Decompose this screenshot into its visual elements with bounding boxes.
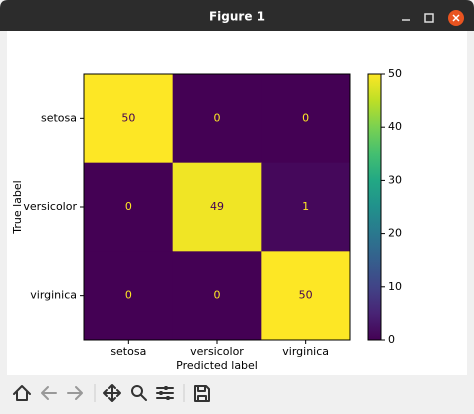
zoom-button[interactable]	[131, 385, 147, 401]
maximize-button[interactable]	[424, 13, 434, 23]
home-button[interactable]	[13, 385, 31, 401]
cell-label: 50	[121, 111, 135, 124]
cell	[172, 74, 262, 164]
save-button[interactable]	[194, 385, 210, 402]
forward-button[interactable]	[67, 386, 83, 400]
y-tick-label: virginica	[30, 289, 77, 302]
cell	[84, 162, 174, 252]
colorbar	[367, 73, 382, 341]
x-tick-label: versicolor	[190, 345, 244, 358]
cell-label: 50	[299, 289, 313, 302]
x-axis-label: Predicted label	[176, 359, 258, 372]
back-button[interactable]	[41, 386, 57, 400]
cell	[172, 162, 262, 252]
cell	[261, 251, 351, 341]
cell-label: 0	[302, 111, 309, 124]
cell	[261, 162, 351, 252]
configure-button[interactable]	[156, 386, 174, 400]
colorbar-tick-label: 50	[388, 67, 402, 80]
cell-label: 0	[125, 200, 132, 213]
colorbar-tick-label: 10	[388, 280, 402, 293]
title-bar	[0, 0, 474, 31]
cell	[84, 251, 174, 341]
cell-label: 0	[214, 111, 221, 124]
cell-label: 49	[210, 200, 224, 213]
y-axis-label: True label	[11, 180, 24, 234]
cell-label: 1	[302, 200, 309, 213]
y-tick-label: setosa	[41, 111, 77, 124]
cell	[261, 74, 351, 164]
pan-button[interactable]	[103, 384, 121, 402]
window-title: Figure 1	[209, 10, 265, 24]
cell-label: 0	[125, 289, 132, 302]
y-tick-label: versicolor	[23, 200, 77, 213]
colorbar-tick-label: 30	[388, 173, 402, 186]
x-tick-label: virginica	[282, 345, 329, 358]
close-button[interactable]	[448, 10, 464, 26]
cell	[172, 251, 262, 341]
colorbar-tick-label: 40	[388, 120, 402, 133]
x-tick-label: setosa	[110, 345, 146, 358]
colorbar-tick-label: 20	[388, 227, 402, 240]
toolbar	[0, 375, 474, 414]
cell	[84, 74, 174, 164]
cell-label: 0	[214, 289, 221, 302]
colorbar-tick-label: 0	[388, 333, 395, 346]
